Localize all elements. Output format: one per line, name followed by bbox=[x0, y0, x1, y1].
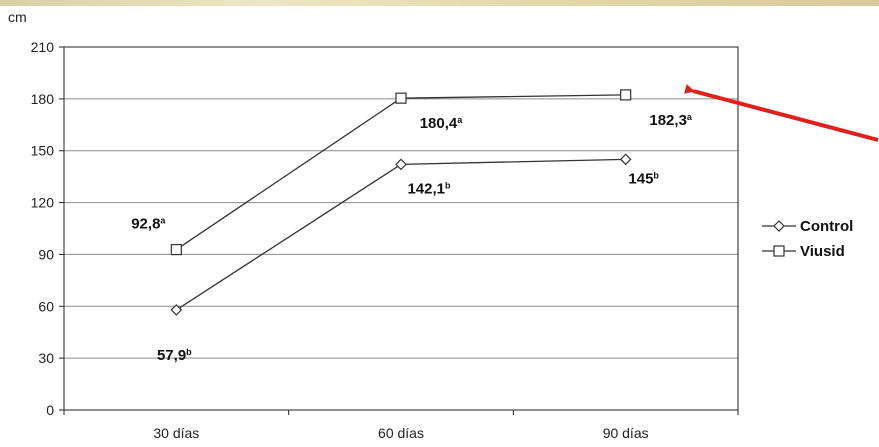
data-label-control: 57,9b bbox=[157, 347, 192, 364]
x-tick-label: 30 días bbox=[153, 425, 199, 441]
x-tick-label: 90 días bbox=[603, 425, 649, 441]
x-tick-labels: 30 días 60 días 90 días bbox=[63, 410, 739, 441]
y-tick-label: 0 bbox=[46, 402, 54, 418]
series-line-control bbox=[175, 158, 626, 311]
data-labels: 57,9b 142,1b 145b 92,8a 180,4a 182,3a bbox=[131, 112, 693, 364]
point-viusid bbox=[170, 243, 182, 256]
point-viusid bbox=[395, 92, 407, 104]
legend-marker-viusid bbox=[773, 245, 785, 257]
data-label-viusid: 180,4a bbox=[420, 115, 464, 132]
y-tick-labels: 0 30 60 90 120 150 180 210 bbox=[31, 39, 55, 418]
y-tick-label: 60 bbox=[38, 298, 54, 314]
annotation-arrow bbox=[683, 84, 879, 142]
y-tick-label: 180 bbox=[31, 91, 55, 107]
legend-label-viusid: Viusid bbox=[800, 243, 845, 260]
y-tick-label: 90 bbox=[38, 246, 54, 262]
data-label-control: 145b bbox=[628, 170, 659, 187]
point-viusid bbox=[620, 89, 632, 101]
series-line-viusid bbox=[175, 94, 626, 251]
y-tick-label: 30 bbox=[38, 350, 54, 366]
point-control bbox=[170, 304, 183, 316]
data-label-viusid: 92,8a bbox=[131, 216, 166, 233]
y-tick-label: 150 bbox=[31, 143, 55, 159]
point-control bbox=[619, 153, 632, 166]
y-axis-unit-label: cm bbox=[8, 9, 27, 25]
data-label-viusid: 182,3a bbox=[649, 112, 693, 129]
y-tick-label: 210 bbox=[31, 39, 55, 55]
legend: Control Viusid bbox=[762, 218, 853, 260]
series-group bbox=[170, 89, 632, 316]
point-control bbox=[395, 158, 407, 171]
data-label-control: 142,1b bbox=[407, 180, 451, 197]
plot-frame bbox=[63, 46, 739, 411]
legend-label-control: Control bbox=[800, 218, 853, 235]
y-tick-label: 120 bbox=[31, 195, 55, 211]
x-tick-label: 60 días bbox=[378, 425, 424, 441]
header-band bbox=[0, 0, 879, 6]
legend-marker-control bbox=[773, 220, 785, 232]
